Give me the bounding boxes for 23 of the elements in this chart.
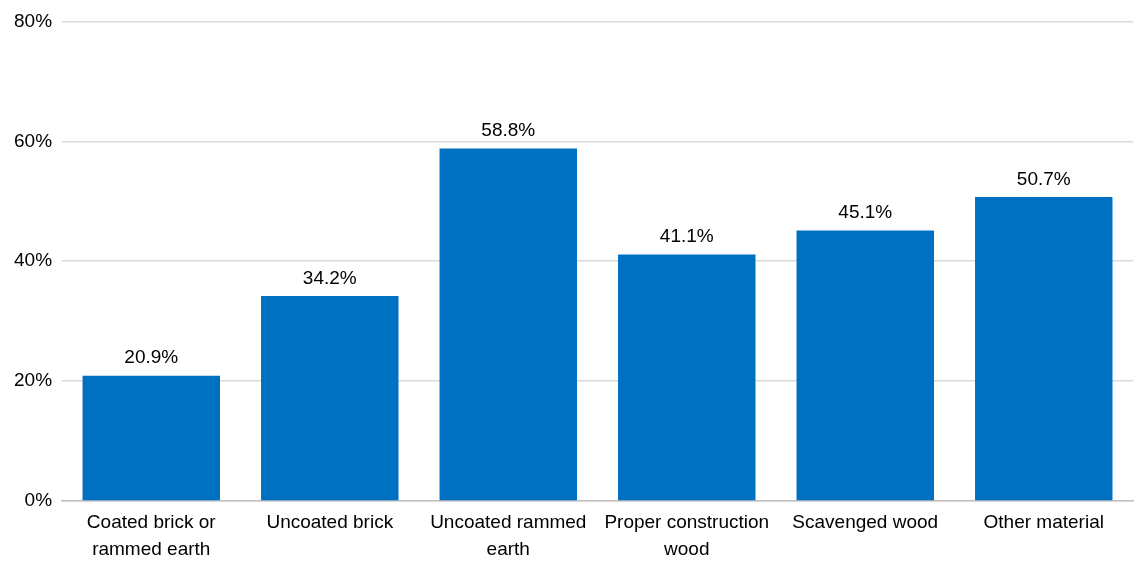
y-tick-label: 60% bbox=[14, 129, 53, 151]
data-label: 34.2% bbox=[302, 266, 357, 288]
y-tick-label: 80% bbox=[14, 9, 53, 31]
y-tick-label: 20% bbox=[14, 369, 53, 391]
data-label: 50.7% bbox=[1016, 167, 1071, 189]
x-tick-label: Scavenged wood bbox=[792, 510, 939, 532]
data-label: 41.1% bbox=[659, 225, 714, 247]
x-tick-label: Uncoated brick bbox=[266, 510, 394, 532]
bar bbox=[261, 295, 399, 501]
data-label: 58.8% bbox=[481, 119, 536, 141]
y-tick-label: 40% bbox=[14, 249, 53, 271]
x-tick-label: Other material bbox=[983, 510, 1104, 532]
x-tick-label: Coated brick or rammed earth bbox=[86, 510, 217, 560]
data-label: 45.1% bbox=[838, 201, 893, 223]
bar bbox=[796, 230, 934, 501]
x-tick-label: Uncoated rammed earth bbox=[430, 510, 587, 560]
bar bbox=[82, 375, 220, 501]
bar bbox=[618, 254, 756, 501]
data-label: 20.9% bbox=[124, 346, 179, 368]
y-tick-label: 0% bbox=[24, 489, 53, 511]
x-tick-label: Proper construction wood bbox=[604, 510, 770, 560]
bar bbox=[439, 148, 577, 501]
bar bbox=[975, 197, 1113, 501]
